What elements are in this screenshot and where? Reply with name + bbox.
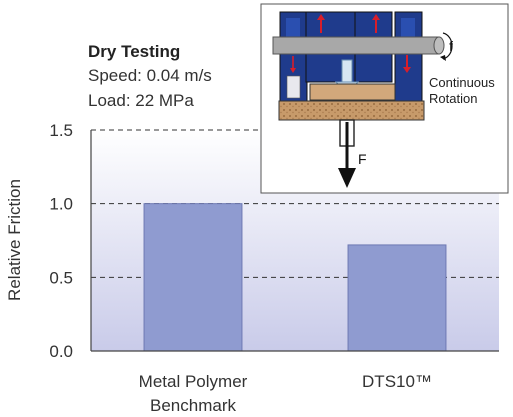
arrow-down-1-head (403, 67, 411, 73)
base-plate (278, 100, 425, 121)
block-inner-left (286, 18, 300, 38)
axes (90, 130, 499, 352)
upper-plate (309, 83, 396, 101)
specimen-pad (286, 75, 301, 99)
x-tick-label: DTS10™ (362, 372, 432, 391)
arrow-down-2-head (290, 68, 296, 73)
y-axis-title: Relative Friction (5, 179, 24, 301)
shaft-end (433, 36, 445, 55)
y-tick-label: 0.5 (49, 268, 73, 287)
block-inner-right (401, 18, 415, 38)
bar (143, 203, 243, 352)
info-load: Load: 22 MPa (88, 91, 194, 110)
y-tick-label: 1.5 (49, 121, 73, 140)
test-rig-diagram: F f Continuous Rotation (260, 3, 509, 194)
rotation-arrow-icon (442, 32, 453, 60)
arrow-up-2-head (372, 14, 380, 20)
load-arrow-shaft (341, 59, 353, 83)
rotation-arrow-head (440, 55, 446, 61)
bar (347, 244, 447, 352)
rotation-label-line2: Rotation (429, 91, 477, 106)
x-tick-label: Benchmark (150, 396, 236, 415)
x-tick-label: Metal Polymer (139, 372, 248, 391)
y-tick-label: 0.0 (49, 342, 73, 361)
torque-label: f (449, 38, 453, 54)
rotation-label-line1: Continuous (429, 75, 495, 90)
force-label: F (358, 151, 367, 167)
shaft (272, 36, 440, 55)
y-tick-labels: 0.0 0.5 1.0 1.5 (49, 121, 73, 361)
x-tick-labels: Metal Polymer Benchmark DTS10™ (139, 372, 432, 415)
y-tick-label: 1.0 (49, 195, 73, 214)
arrow-up-1-head (317, 14, 325, 20)
info-title: Dry Testing (88, 42, 180, 61)
force-arrow-head (338, 168, 356, 188)
info-speed: Speed: 0.04 m/s (88, 66, 212, 85)
